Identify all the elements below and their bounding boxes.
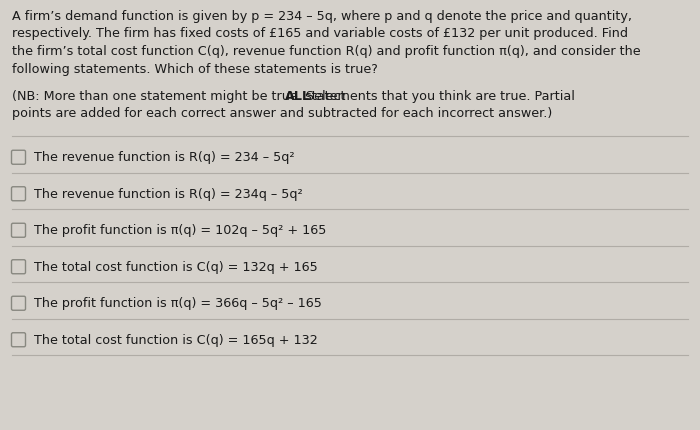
FancyBboxPatch shape: [11, 296, 25, 310]
FancyBboxPatch shape: [11, 187, 25, 201]
Text: statements that you think are true. Partial: statements that you think are true. Part…: [301, 90, 575, 103]
Text: the firm’s total cost function C(q), revenue function R(q) and profit function π: the firm’s total cost function C(q), rev…: [12, 45, 640, 58]
FancyBboxPatch shape: [11, 260, 25, 274]
Text: The profit function is π(q) = 366q – 5q² – 165: The profit function is π(q) = 366q – 5q²…: [34, 297, 322, 310]
Text: The total cost function is C(q) = 132q + 165: The total cost function is C(q) = 132q +…: [34, 261, 318, 274]
Text: The profit function is π(q) = 102q – 5q² + 165: The profit function is π(q) = 102q – 5q²…: [34, 224, 326, 237]
FancyBboxPatch shape: [11, 223, 25, 237]
FancyBboxPatch shape: [11, 150, 25, 164]
FancyBboxPatch shape: [11, 333, 25, 347]
Text: ALL: ALL: [285, 90, 311, 103]
Text: following statements. Which of these statements is true?: following statements. Which of these sta…: [12, 62, 378, 76]
Text: The revenue function is R(q) = 234 – 5q²: The revenue function is R(q) = 234 – 5q²: [34, 151, 295, 164]
Text: respectively. The firm has fixed costs of £165 and variable costs of £132 per un: respectively. The firm has fixed costs o…: [12, 28, 628, 40]
Text: The total cost function is C(q) = 165q + 132: The total cost function is C(q) = 165q +…: [34, 334, 318, 347]
Text: (NB: More than one statement might be true. Select: (NB: More than one statement might be tr…: [12, 90, 349, 103]
Text: points are added for each correct answer and subtracted for each incorrect answe: points are added for each correct answer…: [12, 108, 552, 120]
Text: A firm’s demand function is given by p = 234 – 5q, where p and q denote the pric: A firm’s demand function is given by p =…: [12, 10, 632, 23]
Text: The revenue function is R(q) = 234q – 5q²: The revenue function is R(q) = 234q – 5q…: [34, 188, 302, 201]
